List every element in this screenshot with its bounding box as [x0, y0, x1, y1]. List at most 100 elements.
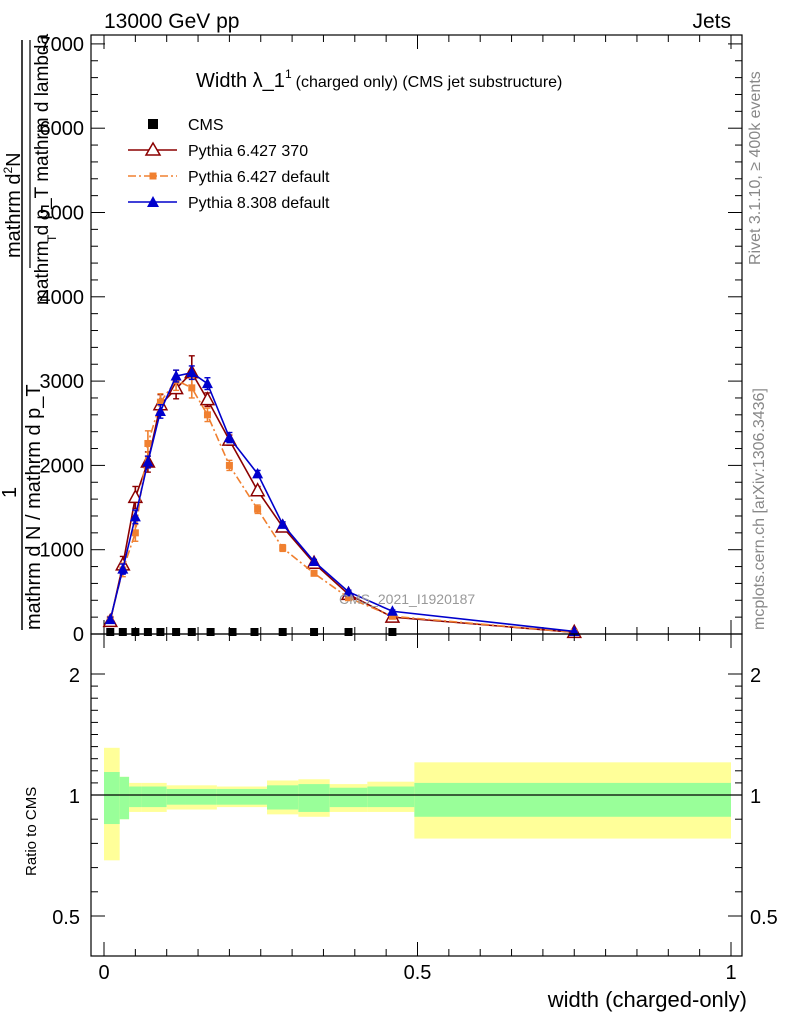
title-main: Width λ_1 [196, 70, 285, 92]
cms-data-point [143, 628, 152, 636]
marker-py8 [308, 555, 320, 567]
ratio-bands [104, 747, 731, 861]
cms-data-point [228, 628, 237, 636]
marker-py6_default [188, 384, 196, 392]
y-tick-label: 0 [73, 624, 84, 646]
ratio-frame [90, 633, 743, 957]
marker-py6_default [131, 529, 139, 537]
cms-data-point [172, 628, 181, 636]
plot-title: Width λ_11 (charged only) (CMS jet substr… [196, 67, 562, 92]
ratio-band-inner [267, 785, 299, 810]
cms-data-point [131, 628, 140, 636]
cms-data-point [344, 628, 353, 636]
x-axis-label: width (charged-only) [547, 987, 747, 1012]
main-panel: 0 1000 2000 3000 4000 5000 6000 7000 [40, 34, 743, 646]
ratio-band-inner [166, 788, 186, 805]
x-tick-label: 1 [725, 962, 736, 984]
marker-py8 [186, 366, 198, 378]
y-axis-label: mathrm d N / mathrm d p_T 1 mathrm d2N m… [0, 34, 59, 630]
ratio-band-inner [216, 788, 268, 805]
marker-py8 [142, 456, 154, 467]
ratio-panel: 0.5 0.5 1 1 2 2 [52, 633, 778, 957]
ratio-band-inner [329, 787, 368, 808]
y-label-top-sup: 2 [1, 167, 15, 174]
energy-label: 13000 GeV pp [104, 10, 239, 33]
marker-py6_default [156, 398, 164, 406]
analysis-label: CMS_2021_I1920187 [339, 591, 475, 607]
x-tick-label: 0 [98, 962, 109, 984]
process-label: Jets [692, 10, 731, 33]
marker-py8 [117, 563, 129, 574]
ratio-band-inner [367, 786, 415, 808]
marker-py6_370 [199, 391, 216, 406]
marker-py6_default [388, 612, 396, 620]
y-label-top-num-text: mathrm d [3, 174, 25, 258]
marker-py6_default [310, 569, 318, 577]
ratio-y-tick-label-left: 2 [69, 665, 80, 687]
ratio-axis-ticks: 0.5 0.5 1 1 2 2 [52, 634, 778, 956]
marker-py6_default [225, 461, 233, 469]
main-series-layer [102, 355, 583, 639]
marker-py8 [343, 585, 355, 597]
cms-data-point [250, 628, 259, 636]
y-tick-label: 4000 [40, 287, 85, 309]
ratio-y-tick-label-right: 1 [750, 786, 761, 808]
y-label-fraction-num: 1 [0, 487, 21, 498]
cms-data-point [187, 628, 196, 636]
marker-py8 [223, 431, 235, 443]
marker-py8 [170, 370, 182, 381]
marker-py6_default [345, 594, 353, 602]
y-label-top-N: N [3, 152, 25, 166]
title-sup: 1 [285, 67, 292, 81]
y-tick-label: 5000 [40, 203, 85, 225]
mcplots-label: mcplots.cern.ch [arXiv:1306.3436] [751, 388, 768, 630]
cms-data-point [206, 628, 215, 636]
marker-py6_default [279, 544, 287, 552]
cms-data-point [156, 628, 165, 636]
legend-label: Pythia 6.427 370 [188, 143, 308, 160]
rivet-label: Rivet 3.1.10, ≥ 400k events [747, 71, 764, 265]
marker-py8 [568, 625, 580, 636]
x-tick-label: 0.5 [404, 962, 432, 984]
legend-marker-cms [148, 119, 158, 129]
marker-py8 [252, 467, 264, 479]
marker-py6_default [254, 505, 262, 513]
marker-py8 [104, 613, 116, 625]
legend-marker-py6_370 [144, 141, 162, 156]
x-axis-ticks: 0 0.5 1 [98, 962, 736, 984]
ratio-band-inner [298, 784, 330, 812]
legend-label: Pythia 8.308 default [188, 195, 330, 212]
y-tick-label: 3000 [40, 371, 85, 393]
marker-py8 [386, 605, 398, 616]
ratio-y-tick-label-right: 2 [750, 665, 761, 687]
y-label-fraction-den: mathrm d N / mathrm d p_T [23, 384, 45, 630]
title-rest: (charged only) (CMS jet substructure) [296, 74, 563, 91]
ratio-band-inner [141, 786, 167, 808]
ratio-band-inner [104, 772, 120, 825]
y-label-top-den: mathrm d p_T mathrm d lambda [32, 34, 53, 305]
legend-marker-py8 [147, 196, 159, 207]
cms-data-point [118, 628, 127, 636]
legend-label: CMS [188, 117, 224, 134]
cms-data-point [278, 628, 287, 636]
ratio-band-inner [129, 786, 142, 808]
cms-data-point [106, 628, 115, 636]
ratio-y-tick-label-left: 0.5 [52, 907, 80, 929]
ratio-band-inner [119, 776, 130, 820]
marker-py6_370 [249, 482, 266, 497]
ratio-band-inner [185, 788, 217, 805]
ratio-band-inner [414, 782, 731, 817]
marker-py8 [154, 405, 166, 416]
y-tick-label: 7000 [40, 34, 85, 56]
y-label-sub-T: T [45, 234, 59, 242]
cms-data-point [310, 628, 319, 636]
ratio-y-tick-label-left: 1 [69, 786, 80, 808]
legend: CMS Pythia 6.427 370 Pythia 6.427 default P… [128, 117, 330, 212]
marker-py8 [277, 518, 289, 529]
marker-py8 [201, 377, 213, 389]
main-axis-ticks: 0 1000 2000 3000 4000 5000 6000 7000 [40, 34, 742, 646]
y-tick-label: 2000 [40, 455, 85, 477]
legend-label: Pythia 6.427 default [188, 169, 330, 186]
